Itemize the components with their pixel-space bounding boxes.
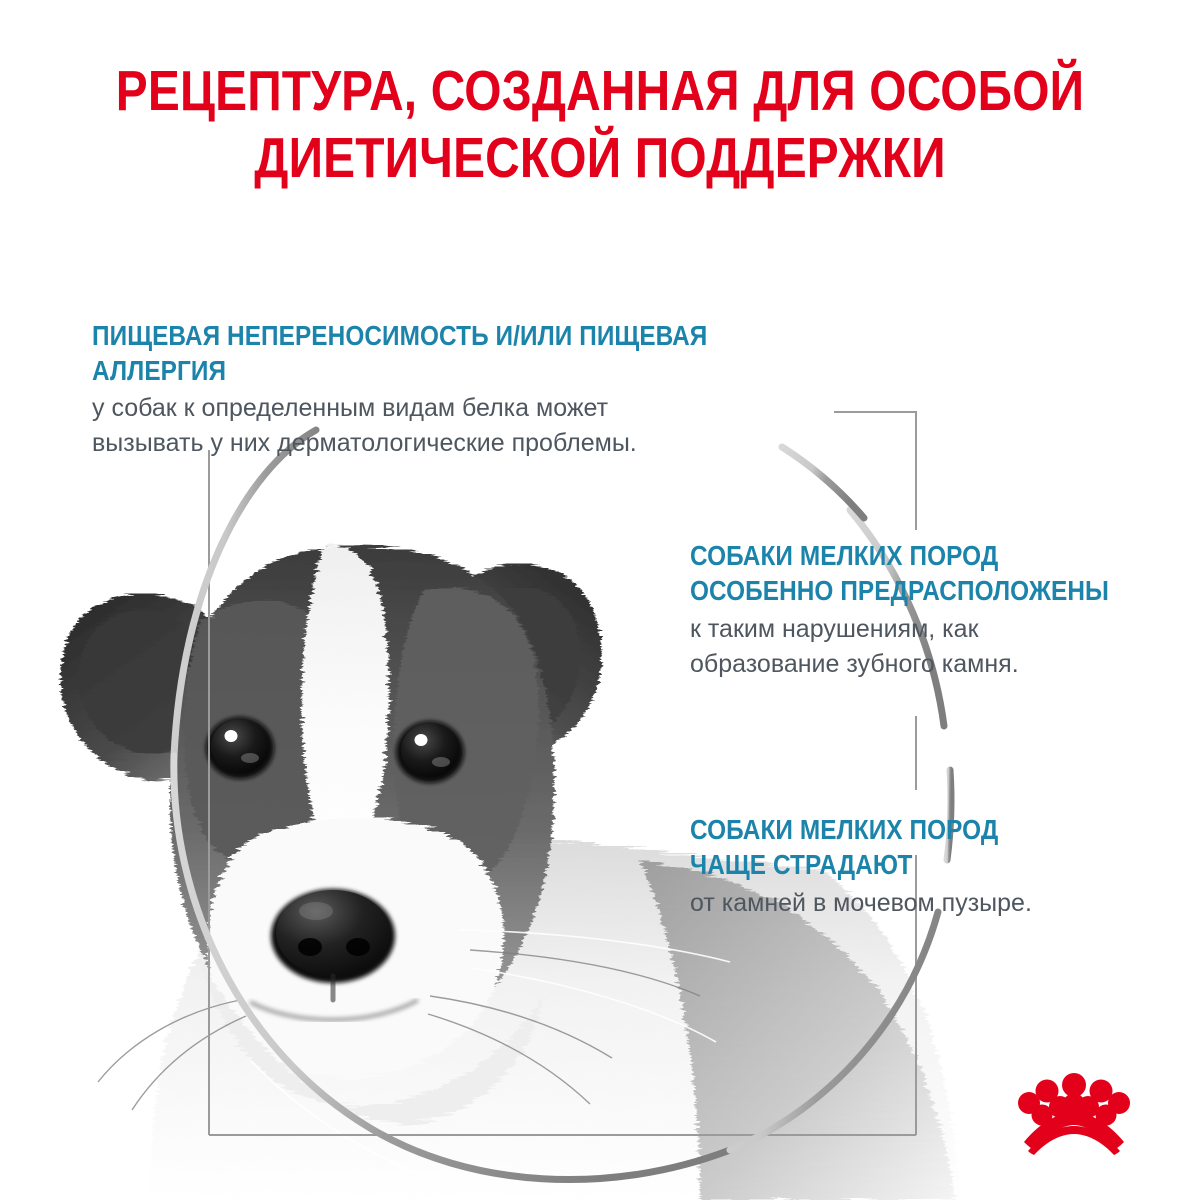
callout-bladder-stones-body: от камней в мочевом пузыре. [690,889,1032,917]
frame-outline [208,411,917,1136]
callout-small-breeds-predisposed-body: к таким нарушениям, как образование зубн… [690,615,1019,678]
callout-small-breeds-predisposed-heading: СОБАКИ МЕЛКИХ ПОРОД ОСОБЕННО ПРЕДРАСПОЛО… [690,540,1109,606]
circle-arc [170,426,955,1183]
callout-small-breeds-predisposed: СОБАКИ МЕЛКИХ ПОРОД ОСОБЕННО ПРЕДРАСПОЛО… [690,538,1180,682]
callout-bladder-stones-heading: СОБАКИ МЕЛКИХ ПОРОД ЧАЩЕ СТРАДАЮТ [690,814,999,880]
callout-food-intolerance-heading: ПИЩЕВАЯ НЕПЕРЕНОСИМОСТЬ И/ИЛИ ПИЩЕВАЯ АЛ… [92,320,708,386]
callout-food-intolerance-body: у собак к определенным видам белка может… [92,394,637,457]
royal-canin-crown-logo [1018,1073,1130,1155]
callout-food-intolerance: ПИЩЕВАЯ НЕПЕРЕНОСИМОСТЬ И/ИЛИ ПИЩЕВАЯ АЛ… [92,318,952,461]
callout-bladder-stones: СОБАКИ МЕЛКИХ ПОРОД ЧАЩЕ СТРАДАЮТ от кам… [690,812,1190,921]
page-title: РЕЦЕПТУРА, СОЗДАННАЯ ДЛЯ ОСОБОЙ ДИЕТИЧЕС… [115,59,1085,190]
